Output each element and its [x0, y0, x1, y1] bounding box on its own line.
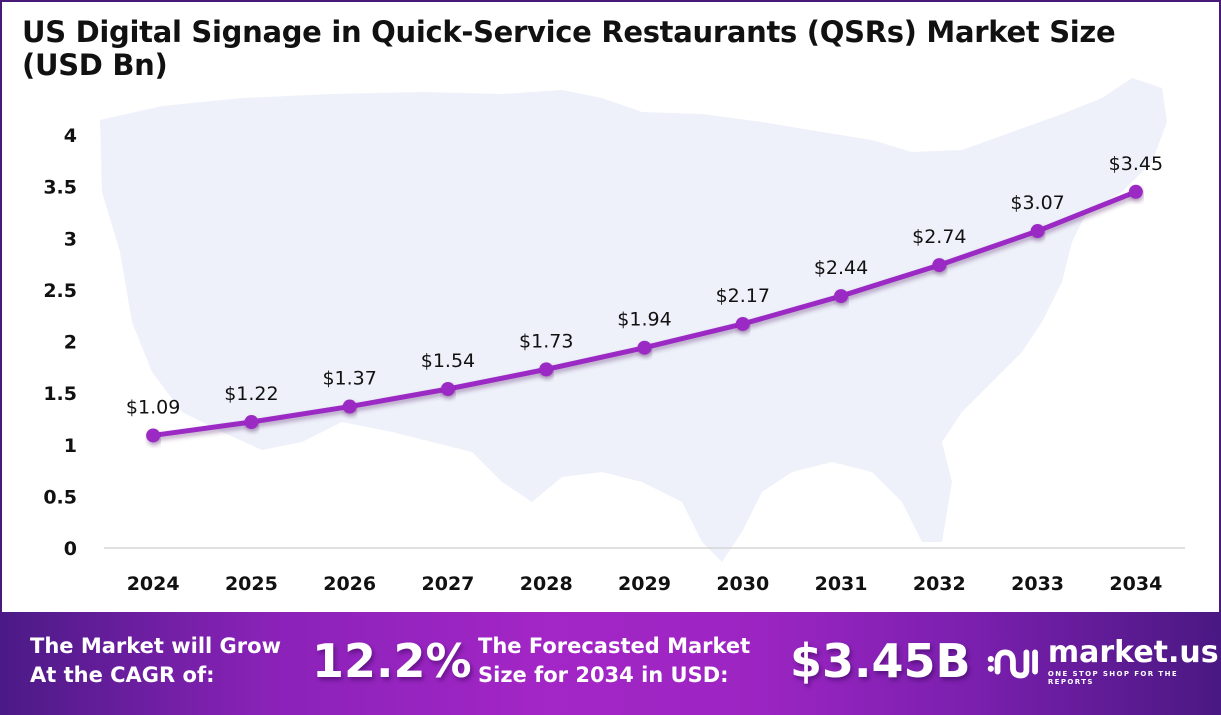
data-label: $1.73 — [519, 330, 573, 352]
data-point — [539, 362, 554, 377]
data-point — [146, 428, 161, 443]
forecast-value: $3.45B — [790, 634, 971, 688]
data-labels: $1.09 $1.22 $1.37 $1.54 $1.73 $1.94 $2.17 $2.44… — [126, 153, 1163, 419]
cagr-caption-line1: The Market will Grow — [30, 634, 281, 658]
forecast-caption-line2: Size for 2034 in USD: — [478, 663, 729, 687]
y-tick-label: 0.5 — [43, 486, 77, 508]
data-point — [1030, 224, 1045, 239]
y-tick-label: 3 — [64, 228, 77, 250]
y-tick-label: 4 — [64, 125, 77, 147]
market-us-logo-icon — [987, 649, 1038, 679]
summary-banner: The Market will Grow At the CAGR of: 12.… — [0, 612, 1221, 715]
cagr-value: 12.2% — [312, 634, 472, 688]
data-label: $1.22 — [224, 383, 278, 405]
x-tick-label: 2024 — [127, 573, 180, 595]
x-tick-label: 2026 — [323, 573, 376, 595]
y-tick-label: 3.5 — [43, 177, 77, 199]
series-line-group — [146, 184, 1143, 443]
y-tick-label: 0 — [64, 538, 77, 560]
y-tick-label: 1 — [64, 435, 77, 457]
data-point — [1128, 184, 1143, 199]
line-chart: 00.511.522.533.54 2024 2025 2026 2027 2028 20… — [43, 78, 1185, 595]
data-point — [637, 340, 652, 355]
data-label: $2.17 — [716, 285, 770, 307]
logo-name: market.us — [1047, 635, 1219, 670]
y-tick-label: 1.5 — [43, 383, 77, 405]
x-tick-label: 2030 — [716, 573, 769, 595]
data-label: $3.07 — [1010, 192, 1064, 214]
data-label: $1.37 — [322, 368, 376, 390]
y-tick-label: 2.5 — [43, 280, 77, 302]
x-tick-label: 2032 — [913, 573, 966, 595]
y-axis: 0 0.5 1 1.5 2 2.5 3 3.5 4 — [43, 125, 77, 560]
x-tick-label: 2025 — [225, 573, 278, 595]
x-axis: 2024 2025 2026 2027 2028 2029 2030 2031 2032 2033… — [127, 573, 1163, 595]
chart-title: US Digital Signage in Quick-Service Rest… — [22, 16, 1202, 82]
data-point — [342, 399, 357, 414]
cagr-caption-line2: At the CAGR of: — [30, 663, 215, 687]
x-tick-label: 2028 — [520, 573, 573, 595]
data-label: $1.54 — [421, 350, 475, 372]
x-tick-label: 2034 — [1109, 573, 1162, 595]
forecast-caption-line1: The Forecasted Market — [478, 634, 751, 658]
data-label: $2.74 — [912, 226, 966, 248]
chart-title-line1: US Digital Signage in Quick-Service Rest… — [22, 15, 1116, 49]
forecast-caption: The Forecasted Market Size for 2034 in U… — [478, 632, 750, 690]
x-tick-label: 2027 — [422, 573, 475, 595]
data-point — [932, 258, 947, 273]
data-label: $1.94 — [617, 309, 671, 331]
data-label: $3.45 — [1109, 153, 1163, 175]
x-tick-label: 2031 — [815, 573, 868, 595]
data-point — [440, 381, 455, 396]
logo-tagline: ONE STOP SHOP FOR THE REPORTS — [1047, 670, 1179, 686]
data-label: $2.44 — [814, 257, 868, 279]
data-label: $1.09 — [126, 396, 180, 418]
data-point — [735, 316, 750, 331]
x-tick-label: 2029 — [618, 573, 671, 595]
chart-title-line2: (USD Bn) — [22, 48, 168, 82]
chart-frame: US Digital Signage in Quick-Service Rest… — [0, 0, 1221, 614]
us-map-silhouette — [100, 78, 1167, 562]
x-tick-label: 2033 — [1011, 573, 1064, 595]
cagr-caption: The Market will Grow At the CAGR of: — [30, 632, 281, 690]
data-point — [244, 415, 259, 430]
data-point — [834, 289, 849, 304]
market-us-logo: market.us ONE STOP SHOP FOR THE REPORTS — [986, 638, 1221, 686]
y-tick-label: 2 — [64, 332, 77, 354]
